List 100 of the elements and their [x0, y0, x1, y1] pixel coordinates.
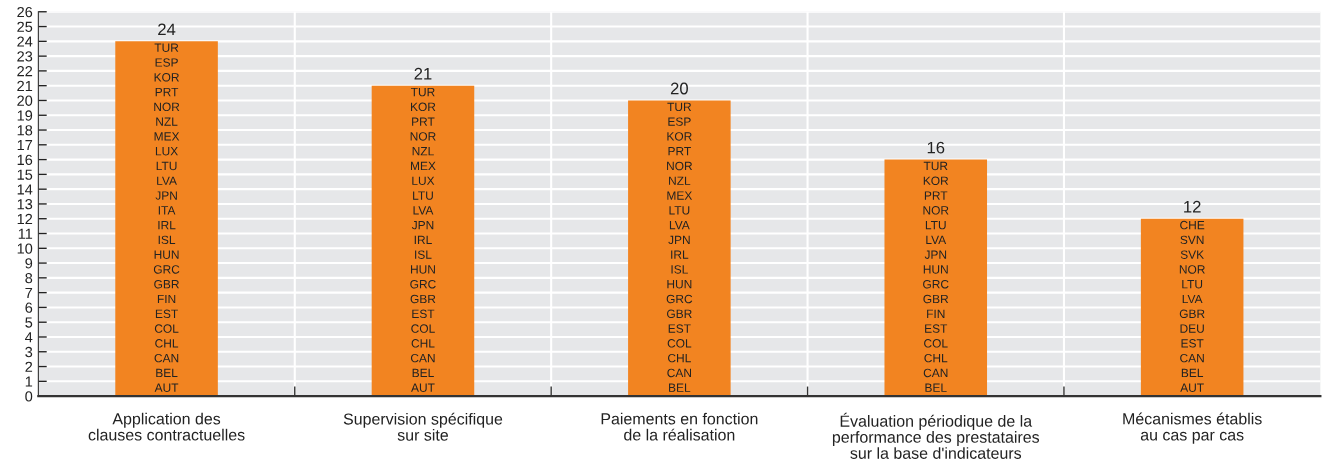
annotation: SVK — [1180, 250, 1204, 259]
y-tick-label: 25 — [17, 21, 33, 32]
annotation: TUR — [923, 161, 948, 171]
y-tick-label: 0 — [25, 391, 33, 402]
annotation: JPN — [411, 220, 434, 230]
annotation: KOR — [154, 73, 179, 82]
x-tick-label: Application des clauses contractuelles — [88, 412, 245, 441]
annotation: KOR — [667, 132, 692, 141]
x-tick-label: Évaluation périodique de la performance des prestataires sur la base d'indicateurs — [832, 412, 1040, 459]
annotation: HUN — [923, 265, 948, 274]
annotation: CHL — [155, 339, 179, 348]
annotation: BEL — [156, 368, 178, 378]
annotation: LVA — [413, 206, 434, 215]
annotation: EST — [668, 324, 691, 333]
annotation: EST — [925, 324, 948, 333]
y-tick-label: 3 — [25, 346, 33, 358]
annotation: TUR — [154, 43, 179, 52]
annotation: GRC — [153, 265, 180, 274]
annotation: ITA — [158, 206, 176, 215]
annotation: AUT — [154, 383, 179, 392]
annotation: NOR — [667, 161, 693, 171]
data-label: 21 — [414, 67, 432, 80]
annotation: PRT — [412, 117, 435, 126]
annotation: BEL — [669, 383, 691, 392]
annotation: IRL — [158, 220, 176, 230]
y-tick-label: 8 — [25, 272, 33, 284]
annotation: PRT — [668, 147, 691, 156]
y-tick-label: 26 — [17, 6, 33, 18]
annotation: GRC — [666, 294, 693, 304]
annotation: GBR — [1179, 309, 1205, 319]
annotation: COL — [154, 324, 179, 333]
annotation: HUN — [154, 250, 179, 259]
annotation: JPN — [668, 235, 690, 245]
x-tick-label: Paiements en fonction de la réalisation — [601, 412, 758, 441]
annotation: GRC — [410, 279, 436, 289]
y-tick-label: 20 — [17, 95, 33, 106]
annotation: PRT — [924, 191, 948, 200]
y-tick-label: 14 — [17, 184, 33, 195]
annotation: ISL — [415, 250, 432, 259]
annotation: CAN — [923, 368, 948, 378]
annotation: CHL — [924, 353, 948, 363]
y-tick-label: 6 — [25, 302, 33, 313]
x-tick-label: Supervision spécifique sur site — [343, 412, 503, 441]
annotation: HUN — [411, 265, 435, 274]
y-tick-label: 9 — [25, 258, 33, 269]
annotation: CAN — [410, 353, 435, 363]
annotation: HUN — [667, 280, 692, 289]
data-label: 20 — [670, 82, 688, 95]
annotation: JPN — [155, 191, 177, 200]
annotation: COL — [411, 324, 435, 333]
annotation: TUR — [410, 87, 435, 97]
annotation: LVA — [669, 220, 690, 230]
annotation: CHL — [411, 339, 435, 348]
annotation: CAN — [667, 368, 691, 378]
annotation: COL — [667, 339, 692, 348]
annotation: PRT — [155, 87, 179, 97]
y-tick-label: 5 — [25, 317, 33, 328]
annotation: LTU — [669, 206, 690, 215]
annotation: AUT — [1180, 383, 1204, 392]
annotation: MEX — [154, 132, 180, 141]
y-tick-label: 24 — [17, 36, 33, 47]
bar — [371, 85, 475, 397]
y-tick-label: 16 — [17, 154, 33, 166]
annotation: COL — [924, 339, 948, 348]
annotation: EST — [155, 309, 178, 319]
annotation: LTU — [156, 161, 177, 171]
annotation: LVA — [926, 235, 947, 244]
annotation: DEU — [1180, 324, 1204, 333]
y-tick-label: 17 — [17, 140, 33, 151]
data-label: 12 — [1184, 200, 1201, 213]
annotation: ESP — [155, 58, 178, 67]
annotation: NOR — [410, 132, 436, 141]
annotation: CHE — [1180, 220, 1205, 230]
annotation: LUX — [412, 176, 435, 185]
annotation: CAN — [154, 353, 179, 363]
y-tick-label: 22 — [17, 66, 33, 77]
annotation: LVA — [157, 176, 177, 185]
annotation: BEL — [1181, 368, 1204, 378]
annotation: GBR — [667, 309, 692, 319]
y-tick-label: 13 — [17, 199, 33, 210]
bar — [115, 41, 218, 397]
annotation: FIN — [927, 309, 945, 318]
bar — [884, 159, 988, 397]
annotation: ISL — [671, 265, 688, 274]
annotation: LUX — [155, 147, 178, 156]
y-tick-label: 4 — [25, 332, 33, 343]
annotation: GBR — [410, 294, 436, 304]
y-tick-label: 1 — [25, 376, 33, 387]
annotation: EST — [412, 309, 435, 319]
annotation: GBR — [923, 294, 949, 304]
y-tick-label: 21 — [17, 80, 33, 91]
annotation: CHL — [668, 353, 691, 363]
y-tick-label: 18 — [17, 125, 33, 136]
x-tick-label: Mécanismes établis au cas par cas — [1123, 412, 1262, 444]
annotation: IRL — [671, 250, 689, 259]
y-tick-label: 10 — [17, 243, 33, 254]
annotation: ESP — [668, 117, 691, 126]
bar — [1140, 218, 1244, 397]
annotation: AUT — [411, 383, 435, 392]
y-tick-label: 15 — [17, 169, 33, 180]
